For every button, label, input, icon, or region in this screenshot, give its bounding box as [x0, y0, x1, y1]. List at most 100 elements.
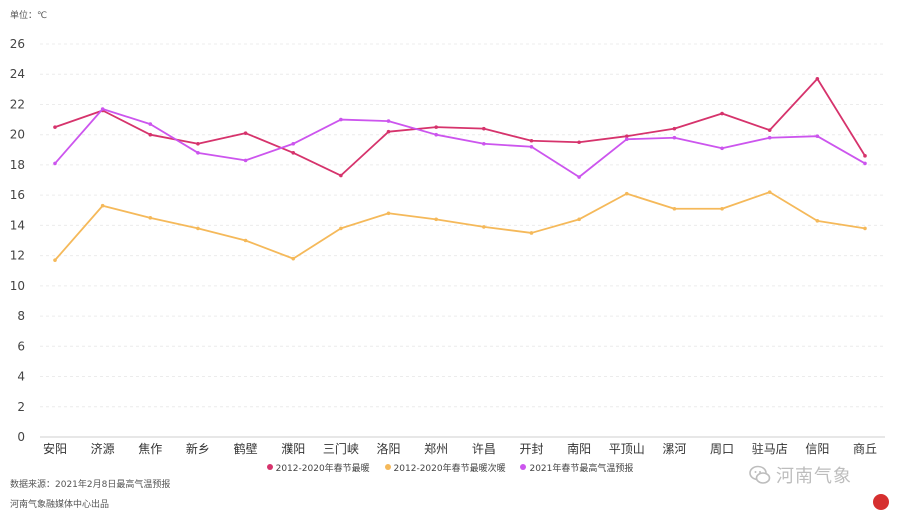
data-point[interactable] — [815, 134, 820, 139]
data-point[interactable] — [386, 211, 391, 216]
data-point[interactable] — [434, 125, 438, 129]
data-point[interactable] — [53, 258, 57, 262]
unit-label: 单位：℃ — [10, 11, 48, 21]
data-point[interactable] — [577, 140, 581, 145]
y-tick-label: 26 — [10, 37, 25, 51]
data-point[interactable] — [53, 161, 57, 166]
x-tick-label: 新乡 — [186, 441, 210, 456]
x-tick-label: 漯河 — [662, 442, 686, 456]
watermark-text: 河南气象 — [776, 466, 852, 487]
data-point[interactable] — [672, 135, 677, 140]
series-0 — [53, 76, 867, 178]
data-point[interactable] — [482, 141, 486, 146]
data-point[interactable] — [53, 125, 57, 129]
data-point[interactable] — [196, 141, 200, 146]
data-point[interactable] — [815, 76, 820, 81]
gridlines — [40, 43, 885, 438]
legend-dot-0 — [266, 464, 273, 470]
data-point[interactable] — [767, 128, 772, 132]
data-point[interactable] — [339, 173, 343, 178]
x-tick-label: 济源 — [91, 441, 115, 456]
data-point[interactable] — [243, 158, 248, 163]
x-tick-label: 郑州 — [424, 441, 448, 456]
legend-label-2: 2021年春节最高气温预报 — [529, 464, 634, 474]
data-point[interactable] — [767, 190, 772, 194]
data-point[interactable] — [339, 117, 343, 122]
data-point[interactable] — [672, 126, 677, 131]
y-tick-label: 14 — [10, 218, 25, 232]
series-2 — [53, 107, 867, 179]
data-point[interactable] — [339, 226, 343, 231]
data-point[interactable] — [529, 144, 534, 149]
x-tick-label: 南阳 — [567, 441, 591, 456]
data-point[interactable] — [482, 126, 486, 131]
data-point[interactable] — [624, 137, 629, 142]
data-point[interactable] — [624, 134, 629, 139]
y-tick-label: 10 — [10, 279, 25, 293]
data-point[interactable] — [863, 226, 867, 231]
data-point[interactable] — [148, 122, 153, 126]
data-point[interactable] — [863, 154, 867, 158]
y-tick-label: 20 — [10, 128, 25, 142]
data-point[interactable] — [386, 119, 391, 123]
x-tick-label: 开封 — [519, 442, 543, 456]
data-point[interactable] — [243, 131, 248, 135]
data-point[interactable] — [529, 138, 534, 143]
data-point[interactable] — [148, 216, 153, 220]
series-line-1 — [54, 191, 866, 261]
y-tick-label: 0 — [17, 430, 25, 444]
data-point[interactable] — [720, 111, 724, 116]
x-tick-label: 安阳 — [43, 441, 67, 456]
data-point[interactable] — [291, 141, 296, 146]
legend-dot-2 — [520, 464, 527, 470]
data-point[interactable] — [767, 135, 772, 140]
y-tick-label: 22 — [10, 97, 25, 111]
wechat-icon — [749, 465, 771, 484]
data-point[interactable] — [672, 206, 677, 211]
x-tick-label: 商丘 — [853, 441, 877, 456]
data-point[interactable] — [148, 132, 153, 137]
data-point[interactable] — [720, 206, 724, 211]
data-point[interactable] — [482, 225, 486, 229]
watermark: 河南气象 — [748, 462, 852, 488]
data-point[interactable] — [291, 256, 296, 261]
x-tick-label: 平顶山 — [609, 442, 645, 456]
x-axis: 安阳 济源 焦作 新乡 鹤壁 濮阳 三门峡 洛阳 郑州 许昌 开封 南阳 平顶山 漯河 周口 驻马店 信阳 商丘 — [43, 441, 877, 456]
x-tick-label: 许昌 — [472, 442, 496, 456]
data-point[interactable] — [100, 203, 105, 208]
data-point[interactable] — [577, 217, 581, 222]
data-point[interactable] — [720, 146, 724, 151]
data-point[interactable] — [386, 129, 391, 134]
y-tick-label: 12 — [10, 249, 25, 263]
legend-item-0[interactable]: 2012-2020年春节最暖 — [266, 461, 370, 474]
y-tick-label: 4 — [17, 370, 25, 384]
data-point[interactable] — [291, 151, 296, 155]
data-point[interactable] — [434, 217, 438, 222]
data-point[interactable] — [815, 219, 820, 223]
series-line-0 — [54, 77, 866, 177]
data-point[interactable] — [529, 231, 534, 235]
y-tick-label: 6 — [17, 339, 25, 353]
credit-label: 河南气象融媒体中心出品 — [10, 500, 110, 510]
x-tick-label: 焦作 — [138, 442, 162, 456]
seal-logo — [873, 494, 889, 510]
data-point[interactable] — [243, 238, 248, 243]
data-point[interactable] — [196, 151, 200, 155]
data-point[interactable] — [100, 107, 105, 111]
data-point[interactable] — [434, 132, 438, 137]
x-tick-label: 周口 — [710, 442, 734, 456]
legend-item-1[interactable]: 2012-2020年春节最暖次暖 — [384, 461, 506, 474]
data-point[interactable] — [577, 175, 581, 179]
y-tick-label: 16 — [10, 188, 25, 202]
data-point[interactable] — [863, 161, 867, 166]
x-tick-label: 驻马店 — [752, 441, 788, 456]
data-source: 数据来源：2021年2月8日最高气温预报 — [10, 480, 171, 490]
x-tick-label: 洛阳 — [377, 441, 401, 456]
legend-item-2[interactable]: 2021年春节最高气温预报 — [520, 461, 633, 474]
data-point[interactable] — [196, 226, 200, 231]
y-tick-label: 8 — [17, 309, 25, 323]
series-group — [53, 76, 867, 262]
data-point[interactable] — [624, 191, 629, 196]
